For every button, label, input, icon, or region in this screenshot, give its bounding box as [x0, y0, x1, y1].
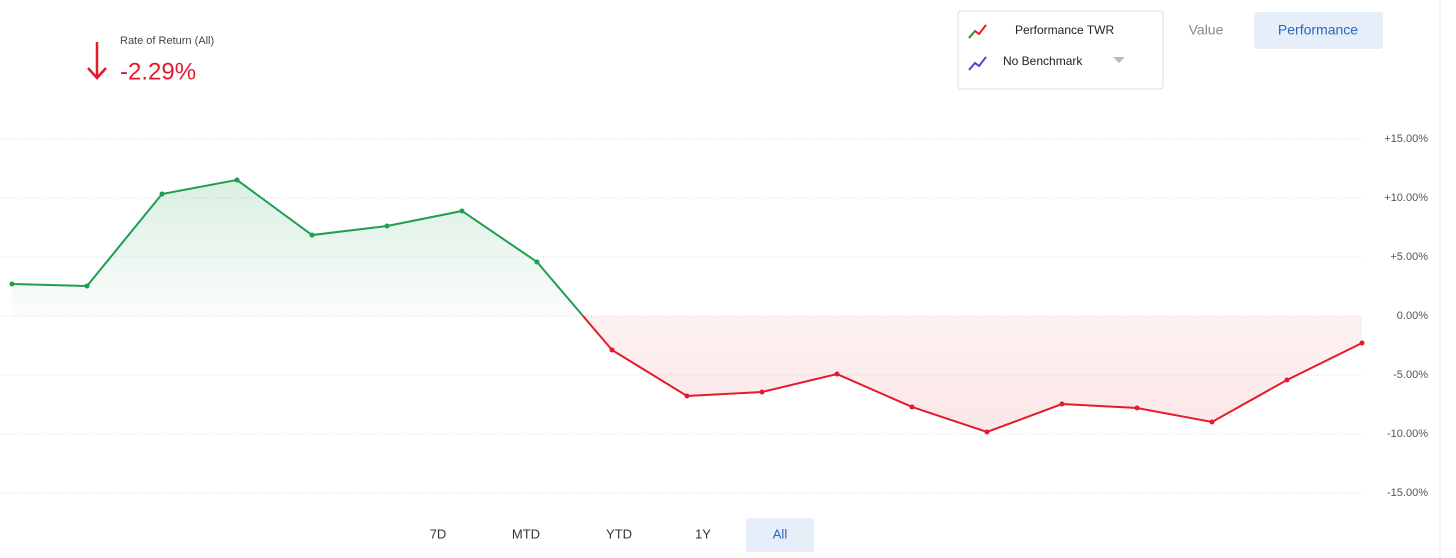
point [609, 347, 615, 353]
y-tick-label: -10.00% [1387, 428, 1428, 440]
plot: +15.00% +10.00% +5.00% 0.00% -5.00% -10.00% -1… [0, 133, 1428, 499]
view-button[interactable]: Value [1189, 22, 1224, 38]
y-tick-label: -15.00% [1387, 487, 1428, 499]
point [984, 429, 990, 435]
point [684, 393, 690, 399]
point [459, 208, 465, 214]
point [84, 283, 90, 289]
point [1134, 405, 1140, 411]
point [534, 259, 540, 265]
y-tick-label: +5.00% [1390, 251, 1428, 263]
benchmark-select[interactable]: No Benchmark [1003, 54, 1083, 68]
point [309, 232, 315, 238]
point [1059, 401, 1065, 407]
point [1359, 340, 1365, 346]
point [159, 191, 165, 197]
range-button[interactable]: 1Y [695, 526, 711, 541]
range-button[interactable]: MTD [512, 526, 540, 541]
y-tick-label: +15.00% [1384, 133, 1428, 145]
y-tick-label: 0.00% [1397, 310, 1428, 322]
point [9, 281, 15, 287]
range-button[interactable]: All [773, 526, 788, 541]
legend-icon [968, 56, 987, 71]
legend-icon [968, 30, 976, 39]
range-button[interactable]: 7D [430, 526, 447, 541]
point [384, 223, 390, 229]
range-button-bg[interactable] [746, 518, 814, 552]
point [834, 371, 840, 377]
return-value: -2.29% [120, 58, 196, 85]
legend-box [957, 10, 1164, 90]
legend-entry[interactable]: Performance TWR [1015, 23, 1114, 37]
point [909, 404, 915, 410]
view-button[interactable]: Performance [1278, 22, 1358, 38]
point [759, 389, 765, 395]
return-label: Rate of Return (All) [120, 35, 214, 47]
view-button-bg[interactable] [1254, 12, 1383, 49]
point [234, 177, 240, 183]
area [12, 179, 1362, 432]
point [1284, 377, 1290, 383]
point [1209, 419, 1215, 425]
down-arrow [87, 42, 107, 80]
y-tick-label: +10.00% [1384, 192, 1428, 204]
y-tick-label: -5.00% [1393, 369, 1428, 381]
range-button[interactable]: YTD [606, 526, 632, 541]
dropdown-caret[interactable] [1113, 57, 1125, 63]
